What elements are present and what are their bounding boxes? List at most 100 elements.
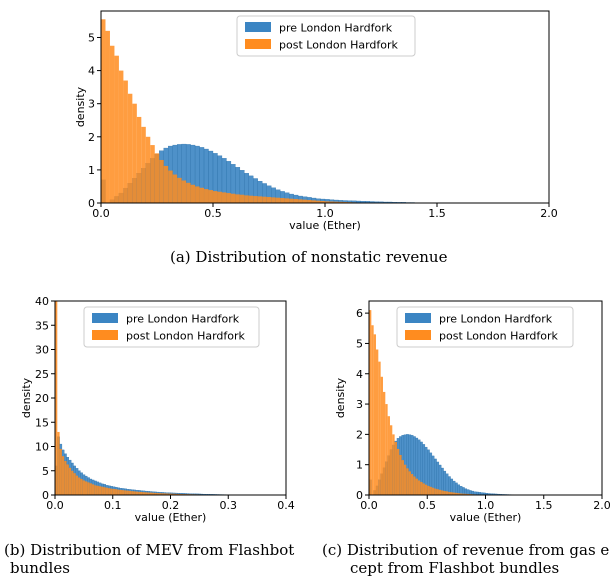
bar — [427, 485, 430, 495]
bar — [145, 492, 148, 495]
bar — [147, 492, 150, 495]
bar — [96, 485, 99, 495]
x-tick-label: 1.0 — [316, 207, 334, 220]
bar — [163, 493, 166, 495]
bar — [64, 461, 67, 495]
bar — [98, 486, 102, 495]
x-tick-label: 0.0 — [46, 499, 64, 512]
bars-group — [55, 301, 240, 495]
bar — [371, 325, 374, 495]
bar — [226, 193, 231, 203]
bar — [149, 492, 153, 495]
x-tick-label: 0.5 — [419, 499, 437, 512]
x-tick-label: 1.5 — [428, 207, 446, 220]
bar — [262, 196, 267, 203]
bar — [392, 434, 395, 495]
bar — [455, 492, 458, 495]
caption-b-line2: bundles — [10, 559, 70, 577]
bar — [436, 489, 439, 495]
bar — [284, 198, 290, 203]
bar — [293, 199, 299, 203]
bar — [462, 493, 465, 495]
bar — [118, 70, 124, 203]
legend-box — [83, 306, 260, 348]
x-tick-label: 0.0 — [92, 207, 110, 220]
bar — [152, 492, 155, 495]
legend: pre London Hardfork post London Hardfork — [83, 306, 260, 348]
bar — [68, 467, 72, 495]
bar — [140, 491, 143, 495]
bar — [429, 486, 432, 495]
bar — [406, 468, 409, 495]
bar — [66, 464, 69, 495]
series-post — [369, 310, 500, 495]
bar — [114, 55, 119, 203]
bar — [230, 193, 236, 203]
bar — [110, 488, 113, 495]
bar — [443, 491, 446, 495]
bar — [441, 490, 444, 495]
bar — [117, 489, 120, 495]
bar — [289, 198, 294, 203]
bar — [448, 491, 451, 495]
bar — [136, 116, 142, 203]
bar — [417, 480, 421, 495]
bar — [199, 187, 205, 203]
bar — [55, 301, 58, 495]
bar — [128, 490, 132, 495]
bar — [124, 490, 127, 495]
bar — [154, 153, 160, 203]
y-tick-label: 5 — [88, 31, 95, 44]
bar — [105, 30, 110, 203]
bar — [163, 165, 169, 203]
x-tick-label: 2.0 — [540, 207, 558, 220]
bar — [239, 194, 245, 203]
bar — [248, 195, 254, 203]
legend-swatch-pre — [405, 313, 431, 323]
x-tick-label: 1.0 — [477, 499, 495, 512]
bar — [190, 184, 196, 203]
legend-swatch-post — [405, 330, 431, 340]
bar — [165, 493, 169, 495]
series-post — [55, 301, 217, 495]
bar — [307, 200, 312, 203]
bar — [208, 190, 213, 203]
bar — [221, 192, 227, 203]
y-tick-label: 5 — [42, 465, 49, 478]
bar — [103, 487, 106, 495]
bar — [415, 478, 418, 495]
legend-label-post: post London Hardfork — [126, 330, 246, 343]
bar — [257, 196, 263, 203]
legend-label-post: post London Hardfork — [279, 39, 399, 52]
legend-label-pre: pre London Hardfork — [439, 313, 553, 326]
bar — [459, 493, 463, 495]
bar — [85, 481, 88, 495]
legend-swatch-post — [245, 39, 271, 49]
legend-swatch-pre — [245, 22, 271, 32]
legend-box — [396, 306, 574, 348]
bar — [399, 454, 402, 495]
y-axis-label: density — [20, 377, 33, 418]
bar — [382, 391, 386, 495]
x-tick-label: 0.4 — [277, 499, 295, 512]
bar — [280, 198, 285, 203]
y-tick-label: 0 — [356, 489, 363, 502]
bar — [78, 477, 81, 495]
x-tick-label: 0.5 — [204, 207, 222, 220]
x-axis-label: value (Ether) — [450, 511, 522, 524]
y-tick-label: 4 — [356, 368, 363, 381]
y-tick-label: 1 — [356, 459, 363, 472]
x-tick-label: 0.3 — [220, 499, 238, 512]
bar — [213, 191, 218, 203]
y-axis-label: density — [74, 86, 87, 127]
y-tick-label: 35 — [35, 319, 49, 332]
bar — [168, 493, 171, 495]
bar — [420, 481, 423, 495]
bar — [154, 492, 157, 495]
y-tick-label: 5 — [356, 337, 363, 350]
bar — [161, 493, 164, 495]
y-tick-label: 4 — [88, 65, 95, 78]
bar — [101, 486, 104, 495]
bar — [138, 491, 141, 495]
y-tick-label: 30 — [35, 344, 49, 357]
